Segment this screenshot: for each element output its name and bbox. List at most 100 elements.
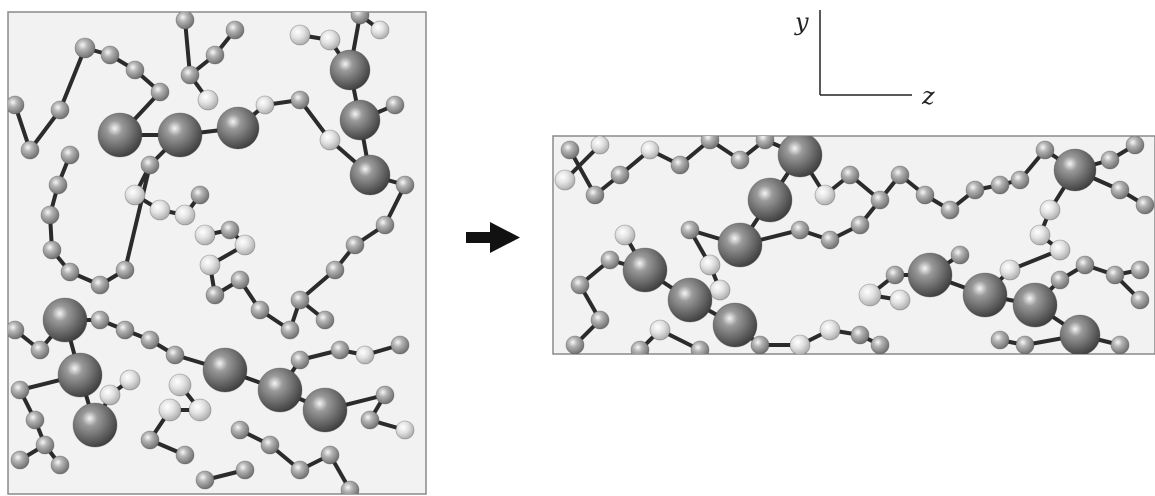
large-atom — [622, 247, 668, 293]
small-atom — [610, 165, 630, 185]
small-atom — [1010, 170, 1030, 190]
small-atom — [205, 285, 225, 305]
light-atom — [174, 204, 196, 226]
small-atom — [74, 37, 96, 59]
small-atom — [125, 60, 145, 80]
light-atom — [355, 345, 375, 365]
z-axis-label: z — [921, 82, 935, 110]
small-atom — [1130, 260, 1150, 280]
small-atom — [190, 185, 210, 205]
large-atom — [712, 302, 758, 348]
large-atom — [42, 297, 88, 343]
small-atom — [175, 445, 195, 465]
small-atom — [790, 220, 810, 240]
small-atom — [950, 245, 970, 265]
light-atom — [819, 319, 841, 341]
small-atom — [670, 155, 690, 175]
light-atom — [789, 334, 811, 354]
small-atom — [50, 100, 70, 120]
light-atom — [119, 369, 141, 391]
small-atom — [290, 90, 310, 110]
light-atom — [168, 373, 192, 397]
light-atom — [699, 254, 721, 276]
light-atom — [194, 224, 216, 246]
small-atom — [885, 265, 905, 285]
small-atom — [1110, 335, 1130, 354]
small-atom — [90, 310, 110, 330]
small-atom — [140, 430, 160, 450]
light-atom — [858, 283, 882, 307]
small-atom — [140, 330, 160, 350]
small-atom — [290, 350, 310, 370]
small-atom — [850, 215, 870, 235]
small-atom — [140, 155, 160, 175]
large-atom — [1012, 282, 1058, 328]
right-arrow-icon — [466, 222, 520, 253]
small-atom — [325, 260, 345, 280]
small-atom — [50, 455, 70, 475]
small-atom — [750, 335, 770, 354]
large-atom — [72, 402, 118, 448]
right-panel — [552, 135, 1155, 355]
small-atom — [1125, 136, 1145, 155]
small-atom — [230, 420, 250, 440]
light-atom — [319, 129, 341, 151]
small-atom — [48, 175, 68, 195]
small-atom — [230, 270, 250, 290]
small-atom — [30, 340, 50, 360]
small-atom — [1130, 290, 1150, 310]
small-atom — [1110, 180, 1130, 200]
small-atom — [175, 12, 195, 30]
left-atoms — [8, 12, 415, 494]
light-atom — [614, 224, 636, 246]
large-atom — [1059, 314, 1101, 354]
small-atom — [320, 445, 340, 465]
small-atom — [235, 460, 255, 480]
light-atom — [395, 420, 415, 440]
large-atom — [962, 272, 1008, 318]
small-atom — [225, 20, 245, 40]
small-atom — [730, 150, 750, 170]
bond — [58, 46, 87, 112]
small-atom — [280, 320, 300, 340]
large-atom — [302, 387, 348, 433]
small-atom — [870, 190, 890, 210]
light-atom — [1029, 224, 1051, 246]
small-atom — [350, 12, 370, 25]
light-atom — [640, 140, 660, 160]
small-atom — [630, 340, 650, 354]
small-atom — [60, 145, 80, 165]
small-atom — [840, 165, 860, 185]
small-atom — [25, 410, 45, 430]
small-atom — [360, 410, 380, 430]
small-atom — [165, 345, 185, 365]
small-atom — [585, 185, 605, 205]
small-atom — [590, 310, 610, 330]
small-atom — [1050, 270, 1070, 290]
small-atom — [90, 275, 110, 295]
small-atom — [60, 262, 80, 282]
small-atom — [42, 240, 62, 260]
light-atom — [234, 234, 256, 256]
small-atom — [345, 235, 365, 255]
small-atom — [395, 175, 415, 195]
small-atom — [690, 340, 710, 354]
small-atom — [10, 380, 30, 400]
small-atom — [40, 205, 60, 225]
small-atom — [570, 275, 590, 295]
light-atom — [255, 95, 275, 115]
small-atom — [375, 385, 395, 405]
small-atom — [990, 175, 1010, 195]
small-atom — [115, 260, 135, 280]
large-atom — [202, 347, 248, 393]
small-atom — [340, 480, 360, 494]
large-atom — [339, 99, 381, 141]
large-atom — [216, 106, 260, 150]
y-axis-label: y — [794, 8, 809, 36]
small-atom — [870, 335, 890, 354]
small-atom — [250, 300, 270, 320]
small-atom — [1135, 195, 1155, 215]
large-atom — [747, 177, 793, 223]
small-atom — [260, 435, 280, 455]
